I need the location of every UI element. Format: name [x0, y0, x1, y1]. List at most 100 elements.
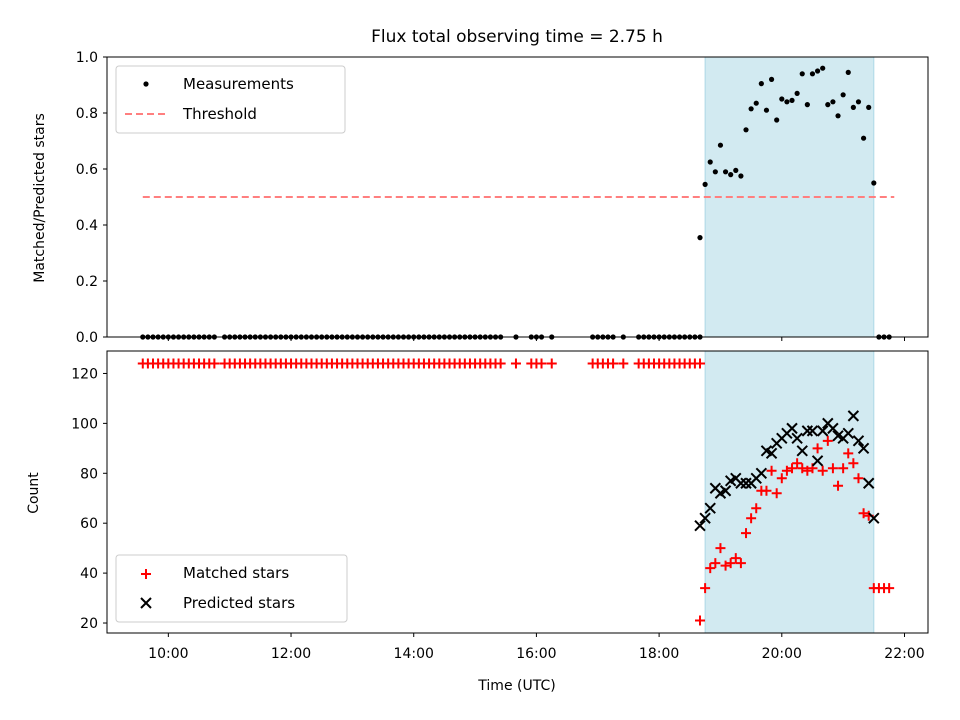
data-point	[860, 135, 867, 141]
data-point	[700, 583, 711, 594]
data-point	[748, 106, 754, 112]
data-point	[725, 558, 736, 569]
bottom-shaded-observing-region	[704, 350, 875, 634]
data-point	[855, 99, 862, 105]
data-point	[761, 485, 772, 496]
data-point	[825, 102, 831, 108]
x-tick-label: 10:00	[148, 646, 188, 662]
data-point	[784, 99, 790, 105]
data-point	[787, 463, 798, 474]
data-point	[792, 458, 803, 469]
data-point	[817, 465, 828, 476]
top-legend: Measurements Threshold	[115, 65, 346, 134]
top-y-tick-label: 1.0	[76, 50, 98, 66]
data-point	[853, 473, 864, 484]
data-point	[763, 107, 770, 113]
data-point	[771, 488, 782, 499]
bottom-legend: Matched stars Predicted stars	[115, 554, 348, 623]
data-point	[806, 425, 819, 437]
bottom-legend-box	[115, 554, 348, 623]
data-point	[804, 102, 810, 108]
bottom-y-tick-label: 100	[71, 416, 98, 432]
bottom-y-axis-label: Count	[26, 472, 42, 514]
data-point	[833, 480, 844, 491]
data-point	[858, 508, 869, 519]
data-point	[857, 442, 870, 455]
top-chart-title: Flux total observing time = 2.75 h	[371, 27, 663, 47]
data-point	[847, 410, 860, 422]
data-point	[766, 465, 777, 476]
data-point	[827, 422, 839, 435]
data-point	[816, 425, 829, 437]
data-point	[738, 173, 744, 179]
data-point	[755, 467, 768, 479]
data-point	[697, 235, 703, 241]
bottom-y-tick-label: 40	[80, 566, 98, 582]
data-point	[720, 560, 731, 571]
x-axis-label: Time (UTC)	[477, 678, 555, 694]
data-point	[866, 104, 872, 110]
data-point	[779, 96, 785, 102]
top-y-tick-label: 0.8	[76, 106, 98, 122]
data-point	[809, 71, 816, 77]
legend-plus-marker	[141, 569, 151, 579]
data-point	[884, 583, 895, 594]
data-point	[811, 455, 824, 467]
data-point	[786, 422, 798, 435]
data-point	[871, 180, 877, 186]
top-y-axis-label: Matched/Predicted stars	[32, 113, 48, 283]
data-point	[608, 358, 619, 369]
bottom-axes-frame	[106, 350, 929, 634]
bottom-y-tick-label: 80	[80, 466, 98, 482]
data-point	[753, 100, 759, 106]
legend-x-marker	[140, 597, 152, 609]
data-point	[712, 169, 718, 175]
data-point	[843, 448, 854, 459]
data-point	[842, 427, 854, 440]
data-point	[822, 435, 833, 446]
data-point	[827, 463, 838, 474]
data-point	[835, 113, 841, 119]
top-shaded-observing-region	[704, 56, 875, 338]
data-point	[862, 477, 875, 489]
top-y-tick-label: 0.2	[76, 274, 98, 290]
data-point	[717, 142, 724, 148]
data-point	[868, 512, 880, 524]
data-point	[838, 463, 849, 474]
data-point	[722, 169, 729, 175]
data-point	[758, 81, 764, 87]
data-point	[768, 76, 775, 82]
data-point	[704, 502, 716, 514]
data-point	[765, 447, 778, 460]
legend-label-measurements: Measurements	[183, 75, 294, 93]
bottom-plot-panel: 20 40 60 80 100 120 10:00 12:00 14:00 16:00 18:00 2…	[71, 350, 929, 662]
data-point	[495, 358, 506, 369]
top-y-tick-label: 0.4	[76, 218, 98, 234]
data-point	[719, 485, 732, 497]
bottom-series-matched-stars	[137, 358, 895, 626]
data-point	[791, 432, 803, 445]
data-point	[814, 68, 821, 74]
data-point	[730, 553, 741, 564]
top-legend-box	[115, 65, 346, 134]
data-point	[510, 358, 521, 369]
top-y-tick-label: 0.0	[76, 330, 98, 346]
data-point	[735, 558, 746, 569]
x-tick-label: 18:00	[639, 646, 679, 662]
top-y-tick-label: 0.6	[76, 162, 98, 178]
data-point	[546, 358, 557, 369]
x-tick-label: 16:00	[516, 646, 556, 662]
data-point	[694, 519, 706, 532]
data-point	[776, 473, 787, 484]
bottom-y-tick-label: 60	[80, 516, 98, 532]
data-point	[707, 159, 713, 165]
data-point	[812, 443, 823, 454]
data-point	[733, 167, 739, 173]
data-point	[746, 513, 757, 524]
data-point	[209, 358, 220, 369]
data-point	[699, 512, 711, 524]
x-tick-label: 22:00	[884, 646, 924, 662]
data-point	[852, 435, 865, 447]
data-point	[710, 558, 721, 569]
